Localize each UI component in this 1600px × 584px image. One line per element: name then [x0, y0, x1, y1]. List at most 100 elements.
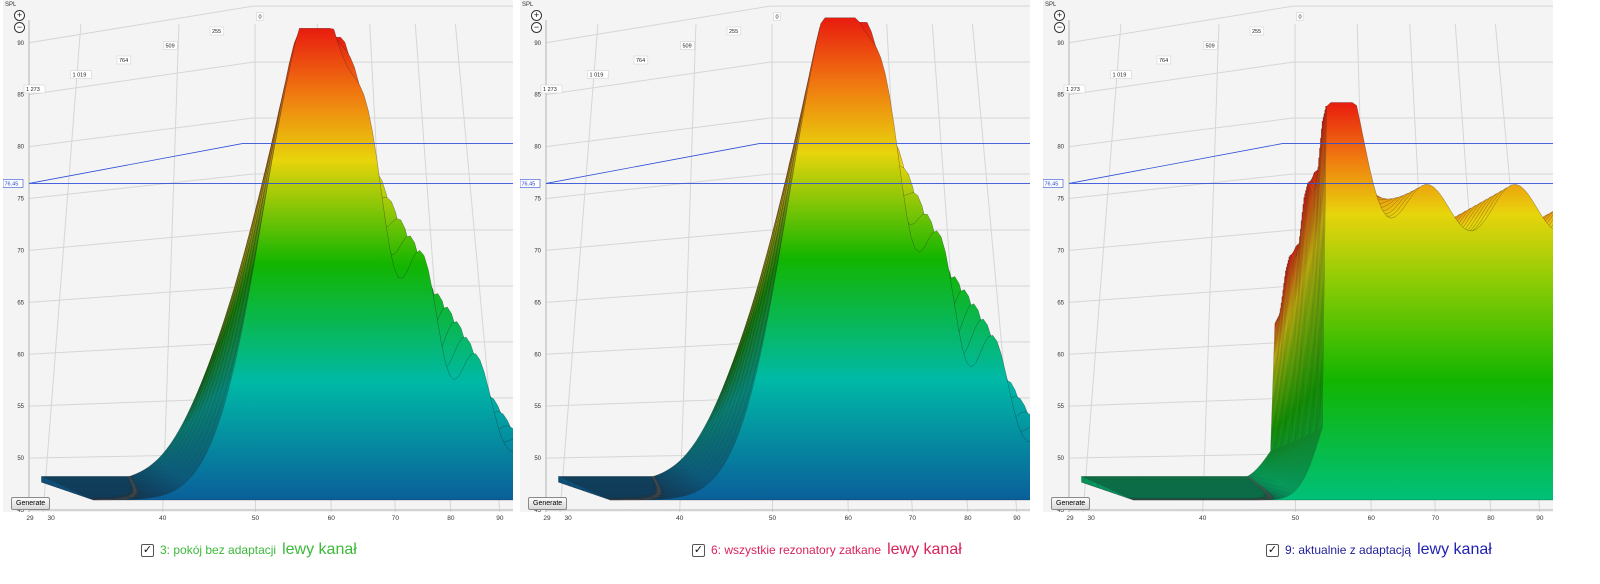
z-axis-ticks: 1 273 1 019 764 509 255 0 [23, 12, 264, 94]
z-tick-label: 509 [1206, 44, 1215, 50]
generate-button[interactable]: Generate [528, 497, 568, 510]
z-axis-ticks: 1 273 1 019 764 509 255 0 [540, 12, 781, 94]
plus-circle-icon[interactable]: + [531, 10, 542, 21]
y-tick-label: 90 [17, 41, 24, 47]
z-tick-label: 764 [636, 58, 645, 64]
x-tick-label: 50 [769, 515, 777, 522]
threshold-marker-box [1043, 179, 1064, 188]
x-tick-label: 50 [252, 515, 260, 522]
x-tick-label: 30 [564, 515, 572, 522]
series-label-2: 6: wszystkie rezonatory zatkane [711, 543, 882, 557]
y-tick-label: 55 [1057, 404, 1064, 410]
y-axis-ticks: 90 85 80 75 70 65 60 55 50 45 [1057, 41, 1064, 514]
z-tick-label: 509 [166, 44, 175, 50]
threshold-marker-label: 76.45 [522, 182, 536, 188]
z-tick-label: 1 273 [543, 87, 557, 93]
y-tick-label: 45 [534, 508, 541, 514]
z-tick-box [1203, 41, 1218, 50]
z-tick-box [1249, 26, 1265, 36]
z-tick-label: 1 019 [590, 73, 604, 79]
z-tick-label: 0 [1299, 15, 1302, 21]
z-tick-box [726, 26, 742, 36]
waterfall-slice [610, 17, 1030, 501]
z-tick-box [680, 41, 695, 50]
y-tick-label: 70 [17, 248, 24, 254]
minus-circle-icon[interactable]: − [1054, 22, 1065, 33]
series-channel-3: lewy kanał [1417, 541, 1492, 558]
waterfall-panel-2: 90 85 80 75 70 65 60 55 50 45 29 30 40 50 60 70 80 90 1 … [520, 0, 1030, 524]
z-tick-box [1063, 84, 1086, 94]
series-channel-2: lewy kanał [887, 541, 962, 558]
series-label-3: 9: aktualnie z adaptacją [1285, 543, 1412, 557]
waterfall-chart-1: 90 85 80 75 70 65 60 55 50 45 29 30 40 50 60 70 80 90 1 … [3, 0, 513, 522]
x-tick-label: 80 [447, 515, 455, 522]
z-tick-label: 764 [119, 58, 128, 64]
y-tick-label: 65 [17, 300, 24, 306]
plus-circle-icon[interactable]: + [1054, 10, 1065, 21]
z-tick-label: 0 [776, 15, 779, 21]
x-tick-label: 70 [392, 515, 400, 522]
x-tick-label: 40 [1199, 515, 1207, 522]
minus-circle-icon[interactable]: − [14, 22, 25, 33]
y-tick-label: 50 [17, 456, 24, 462]
z-tick-label: 255 [212, 29, 221, 35]
z-tick-label: 255 [729, 29, 738, 35]
z-tick-label: 1 273 [26, 87, 40, 93]
z-tick-label: 509 [683, 44, 692, 50]
x-tick-label: 60 [1368, 515, 1376, 522]
y-axis-ticks: 90 85 80 75 70 65 60 55 50 45 [534, 41, 541, 514]
series-channel-1: lewy kanał [282, 541, 357, 558]
legend-entry-3: ✓ 9: aktualnie z adaptacją lewy kanał [1266, 539, 1492, 561]
y-tick-label: 60 [17, 352, 24, 358]
y-tick-label: 55 [534, 404, 541, 410]
y-tick-label: 45 [17, 508, 24, 514]
z-tick-box [633, 55, 649, 65]
x-tick-label: 29 [543, 515, 551, 522]
z-tick-label: 1 019 [73, 73, 87, 79]
threshold-line: 76.45 [3, 143, 513, 188]
series-checkbox-2[interactable]: ✓ [692, 542, 705, 557]
z-tick-box [587, 70, 609, 79]
generate-button[interactable]: Generate [1051, 497, 1091, 510]
generate-button[interactable]: Generate [11, 497, 51, 510]
y-tick-label: 85 [1057, 93, 1064, 99]
y-axis-corner-label: SPL [522, 2, 534, 8]
y-tick-label: 80 [17, 145, 24, 151]
y-tick-label: 85 [17, 93, 24, 99]
legend-entry-2: ✓ 6: wszystkie rezonatory zatkane lewy k… [692, 539, 962, 561]
threshold-perspective [1068, 143, 1284, 184]
z-tick-label: 255 [1252, 29, 1261, 35]
x-tick-label: 50 [1292, 515, 1300, 522]
y-tick-label: 60 [1057, 352, 1064, 358]
threshold-perspective [28, 143, 244, 184]
series-label-1: 3: pokój bez adaptacji [160, 543, 277, 557]
threshold-marker-box [3, 179, 24, 188]
series-checkbox-3[interactable]: ✓ [1266, 542, 1279, 557]
y-tick-label: 85 [534, 93, 541, 99]
x-tick-label: 40 [159, 515, 167, 522]
legend-entry-1: ✓ 3: pokój bez adaptacji lewy kanał [141, 539, 357, 561]
z-tick-label: 764 [1159, 58, 1168, 64]
x-tick-label: 30 [1087, 515, 1095, 522]
z-tick-box [1110, 70, 1132, 79]
y-tick-label: 75 [534, 197, 541, 203]
z-axis-ticks: 1 273 1 019 764 509 255 0 [1063, 12, 1304, 94]
waterfall-slice [1133, 102, 1553, 501]
waterfall-panel-1: 90 85 80 75 70 65 60 55 50 45 29 30 40 50 60 70 80 90 1 … [3, 0, 513, 524]
y-tick-label: 50 [1057, 456, 1064, 462]
z-tick-box [1156, 55, 1172, 65]
z-tick-box [256, 12, 264, 21]
waterfall-chart-3: 90 85 80 75 70 65 60 55 50 45 29 30 40 50 60 70 80 90 1 … [1043, 0, 1553, 522]
minus-circle-icon[interactable]: − [531, 22, 542, 33]
threshold-line: 76.45 [520, 143, 1030, 188]
z-tick-box [773, 12, 781, 21]
y-axis-ticks: 90 85 80 75 70 65 60 55 50 45 [17, 41, 24, 514]
plus-circle-icon[interactable]: + [14, 10, 25, 21]
x-tick-label: 80 [964, 515, 972, 522]
x-axis-ticks: 29 30 40 50 60 70 80 90 [1066, 515, 1543, 522]
y-tick-label: 80 [1057, 145, 1064, 151]
y-tick-label: 60 [534, 352, 541, 358]
series-checkbox-1[interactable]: ✓ [141, 542, 154, 557]
y-tick-label: 70 [534, 248, 541, 254]
